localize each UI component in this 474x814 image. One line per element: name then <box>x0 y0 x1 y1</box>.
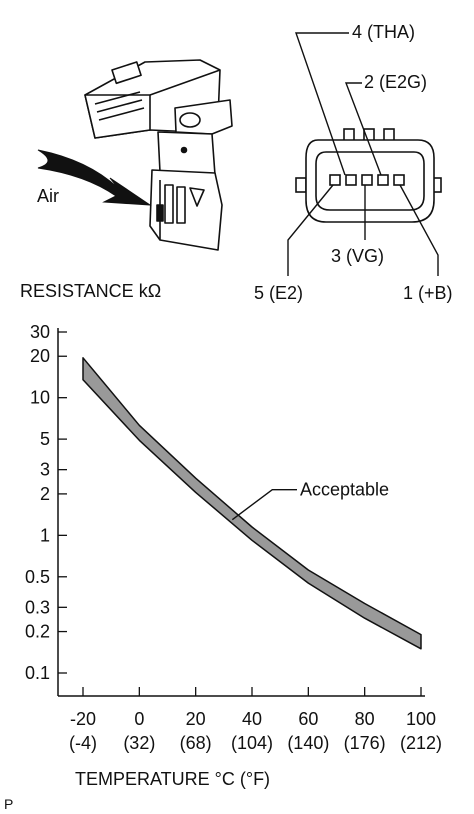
y-tick-label: 10 <box>30 388 50 408</box>
air-label: Air <box>37 186 59 206</box>
resistance-chart: 30 20 10 5 3 2 1 0.5 0.3 0.2 0.1 -20 (-4) 0 (32) 20 (68)… <box>25 322 442 753</box>
connector-leader-lines <box>287 32 439 276</box>
y-tick-label: 5 <box>40 429 50 449</box>
y-tick-label: 30 <box>30 322 50 342</box>
annotation-leader-line <box>231 488 297 521</box>
x-tick-label: -20 <box>70 709 96 729</box>
air-flow-arrow <box>37 149 152 206</box>
y-tick-label: 3 <box>40 460 50 480</box>
pin-label-e2g: 2 (E2G) <box>364 72 427 92</box>
x-tick-label: 40 <box>242 709 262 729</box>
acceptable-range-band <box>82 357 422 650</box>
y-tick-label: 0.1 <box>25 663 50 683</box>
x-tick-fahrenheit-label: (140) <box>287 733 329 753</box>
x-tick-label: 80 <box>355 709 375 729</box>
connector-face <box>295 128 442 223</box>
y-tick-label: 20 <box>30 346 50 366</box>
y-tick-label: 2 <box>40 484 50 504</box>
chart-y-axis-label: RESISTANCE kΩ <box>20 281 161 301</box>
pin-label-b: 1 (+B) <box>403 283 453 303</box>
x-tick-fahrenheit-label: (-4) <box>69 733 97 753</box>
y-tick-label: 0.3 <box>25 597 50 617</box>
x-tick-label: 100 <box>406 709 436 729</box>
sensor-illustration <box>84 59 233 251</box>
annotation-acceptable: Acceptable <box>300 480 389 500</box>
y-tick-label: 0.5 <box>25 567 50 587</box>
x-tick-fahrenheit-label: (212) <box>400 733 442 753</box>
x-tick-fahrenheit-label: (32) <box>123 733 155 753</box>
x-tick-fahrenheit-label: (104) <box>231 733 273 753</box>
x-tick-fahrenheit-label: (68) <box>180 733 212 753</box>
x-tick-label: 60 <box>298 709 318 729</box>
figure-code: P <box>4 796 13 812</box>
y-tick-label: 0.2 <box>25 622 50 642</box>
x-tick-label: 0 <box>134 709 144 729</box>
x-tick-label: 20 <box>186 709 206 729</box>
pin-label-e2: 5 (E2) <box>254 283 303 303</box>
chart-x-axis-label: TEMPERATURE °C (°F) <box>75 769 270 789</box>
pin-label-tha: 4 (THA) <box>352 22 415 42</box>
y-tick-label: 1 <box>40 525 50 545</box>
x-tick-fahrenheit-label: (176) <box>344 733 386 753</box>
pin-label-vg: 3 (VG) <box>331 246 384 266</box>
